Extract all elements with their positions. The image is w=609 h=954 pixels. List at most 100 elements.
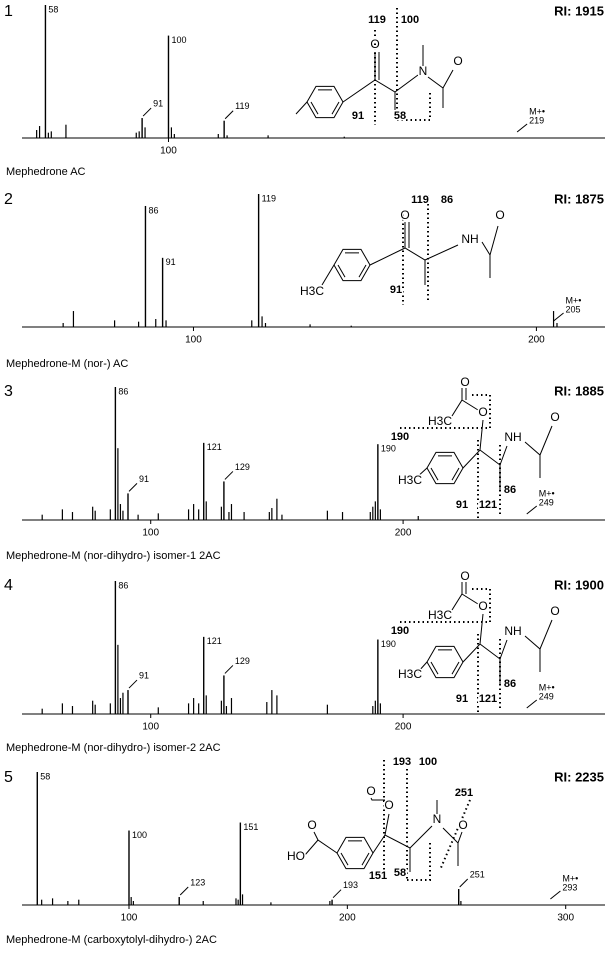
- atom-label: O: [460, 569, 469, 583]
- fragment-label: 91: [456, 499, 468, 511]
- peak-label: 121: [207, 442, 222, 452]
- bond: [481, 225, 499, 257]
- bond: [479, 613, 484, 645]
- bond: [524, 619, 553, 650]
- atom-label: O: [550, 410, 559, 424]
- panel-number: 1: [4, 3, 13, 20]
- fragment-label: 86: [504, 678, 516, 690]
- bond: [479, 419, 484, 451]
- x-tick-label: 200: [395, 528, 412, 539]
- peak-label: 91: [139, 670, 149, 680]
- peak-label: 58: [40, 771, 50, 781]
- bond: [461, 582, 479, 605]
- ring-double-bond: [430, 467, 439, 481]
- atom-label: O: [478, 599, 487, 613]
- peak-label: 123: [190, 877, 205, 887]
- spectrum-title: Mephedrone-M (carboxytolyl-dihydro-) 2AC: [6, 934, 217, 946]
- benzene-ring: [333, 248, 371, 282]
- molecular-ion-mz: 249: [539, 497, 554, 507]
- fragment-label: 58: [394, 867, 406, 879]
- molecular-ion-label: M+•: [539, 488, 555, 498]
- x-tick-label: 100: [160, 146, 177, 157]
- leader-line: [459, 878, 469, 888]
- fragmentation-line: [472, 394, 491, 428]
- ring-double-bond: [361, 852, 370, 866]
- fragment-label: 119: [368, 14, 386, 26]
- fragment-label: 91: [352, 110, 364, 122]
- x-tick-label: 100: [142, 722, 159, 733]
- peak-label: 100: [171, 35, 186, 45]
- molecular-ion-marker: [550, 890, 561, 900]
- fragment-label: 121: [479, 693, 497, 705]
- benzene-ring: [306, 85, 344, 119]
- peak-label: 119: [235, 101, 249, 111]
- peak-label: 129: [235, 656, 250, 666]
- peak-label: 91: [153, 98, 163, 108]
- molecular-ion-mz: 219: [529, 115, 544, 125]
- molecular-ion-label: M+•: [539, 682, 555, 692]
- atom-label: O: [458, 818, 467, 832]
- ring-double-bond: [358, 264, 367, 278]
- leader-line: [142, 107, 152, 117]
- ring-double-bond: [331, 101, 340, 115]
- retention-index: RI: 1885: [554, 383, 604, 398]
- molecular-ion-marker: [526, 699, 538, 709]
- peak-label: 91: [166, 257, 176, 267]
- peak-label: 100: [132, 830, 147, 840]
- fragment-label: 86: [441, 194, 453, 206]
- bond: [451, 399, 463, 417]
- peak-label: 121: [207, 636, 222, 646]
- panel-number: 4: [4, 577, 13, 594]
- benzene-ring: [426, 451, 464, 485]
- fragment-label: 193: [393, 756, 411, 768]
- panel-number: 5: [4, 769, 13, 786]
- spectrum-title: Mephedrone-M (nor-) AC: [6, 358, 128, 370]
- spectrum-title: Mephedrone-M (nor-dihydro-) isomer-1 2AC: [6, 550, 221, 562]
- bond: [451, 593, 463, 611]
- peak-label: 86: [148, 205, 158, 215]
- molecular-ion-label: M+•: [566, 295, 582, 305]
- ring-double-bond: [337, 264, 346, 278]
- molecular-ion-mz: 205: [566, 304, 581, 314]
- peak-label: 190: [381, 639, 396, 649]
- atom-label: H3C: [398, 667, 422, 681]
- atom-label: O: [478, 405, 487, 419]
- x-tick-label: 200: [528, 335, 545, 346]
- atom-label: N: [433, 812, 442, 826]
- panel-number: 3: [4, 383, 13, 400]
- bond: [427, 69, 454, 89]
- fragmentation-line: [407, 840, 431, 881]
- molecular-ion-marker: [516, 123, 528, 133]
- atom-label: H3C: [428, 414, 452, 428]
- atom-label: O: [384, 798, 393, 812]
- fragment-label: 119: [411, 194, 429, 206]
- retention-index: RI: 2235: [554, 769, 604, 784]
- bond: [417, 661, 428, 673]
- ring-double-bond: [430, 661, 439, 675]
- atom-label: O: [550, 604, 559, 618]
- bond: [304, 839, 319, 856]
- fragmentation-line: [472, 588, 491, 622]
- fragmentation-line: [439, 799, 471, 871]
- bond: [372, 825, 433, 854]
- leader-line: [224, 665, 234, 674]
- spectrum-title: Mephedrone-M (nor-dihydro-) isomer-2 2AC: [6, 742, 221, 754]
- peak-label: 119: [262, 193, 276, 203]
- fragment-label: 86: [504, 484, 516, 496]
- atom-label: O: [453, 54, 462, 68]
- bond: [313, 831, 338, 854]
- atom-label: O: [366, 784, 375, 798]
- bond: [369, 244, 459, 266]
- atom-label: O: [400, 208, 409, 222]
- bond: [384, 813, 390, 836]
- fragment-label: 91: [456, 693, 468, 705]
- leader-line: [332, 889, 342, 899]
- benzene-ring: [426, 645, 464, 679]
- atom-label: H3C: [300, 284, 324, 298]
- fragment-label: 121: [479, 499, 497, 511]
- retention-index: RI: 1875: [554, 191, 604, 206]
- spectrum-title: Mephedrone AC: [6, 166, 86, 178]
- molecular-ion-label: M+•: [529, 106, 545, 116]
- atom-label: NH: [461, 232, 478, 246]
